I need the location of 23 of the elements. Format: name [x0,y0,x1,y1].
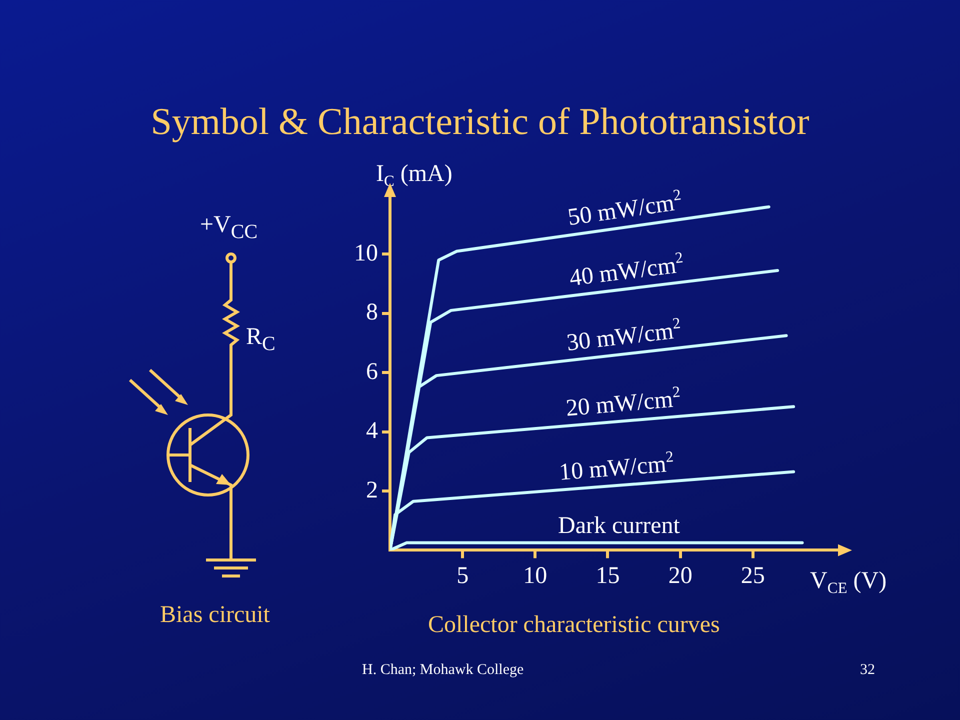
text: H. Chan; Mohawk College [362,662,524,679]
y-tick-label: 6 [366,358,378,385]
y-tick-label: 4 [366,418,378,444]
text: +V$_{CC}$ [200,212,258,244]
text: Bias circuit [160,602,270,629]
text: 30 mW/cm2 [565,315,682,356]
text: Collector characteristic curves [428,612,720,639]
text: R$_{C}$ [246,324,276,356]
y-tick-label: 2 [366,477,378,504]
x-tick-label: 25 [740,562,765,589]
series-label: 20 mW/cm2 [564,384,681,422]
text: 50 mW/cm2 [566,186,682,232]
x-tick-label: 10 [523,562,548,589]
x-tick-label: 5 [456,562,469,589]
series-label: 10 mW/cm2 [558,448,674,486]
series-label: Dark current [558,512,680,539]
text: 32 [860,662,875,679]
y-tick-label: 10 [354,240,378,266]
y-tick-label: 8 [366,300,378,326]
x-tick-label: 15 [596,562,620,589]
x-tick-label: 20 [668,562,692,589]
chart-title: Symbol & Characteristic of Phototransistor [150,100,810,144]
text: 40 mW/cm2 [568,249,684,292]
